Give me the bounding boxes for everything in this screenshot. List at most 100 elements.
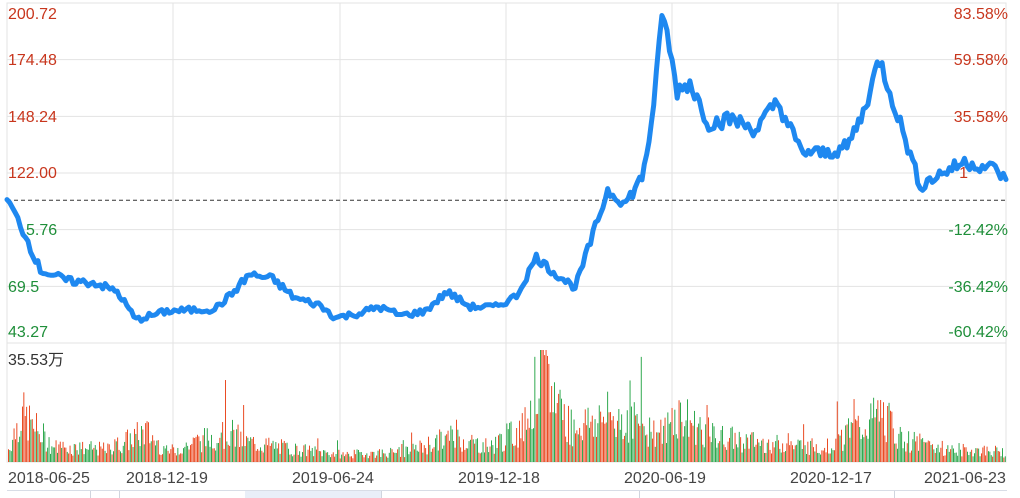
volume-bar	[213, 448, 215, 462]
volume-bar	[239, 447, 240, 462]
volume-bar	[359, 452, 361, 462]
volume-bar	[348, 453, 350, 462]
volume-bar	[937, 444, 939, 462]
volume-bar	[577, 434, 579, 462]
price-line[interactable]	[4, 13, 1009, 324]
volume-bar	[555, 413, 557, 462]
volume-bar	[377, 450, 379, 462]
volume-bar	[97, 455, 99, 462]
volume-bar	[321, 456, 323, 462]
percent-tick-label: 35.58%	[953, 109, 1008, 126]
navigator-window[interactable]	[245, 491, 381, 498]
volume-bar	[15, 439, 16, 462]
volume-bar	[169, 453, 170, 462]
volume-bar	[695, 444, 697, 462]
volume-bar	[230, 431, 232, 462]
volume-bar	[509, 422, 511, 462]
volume-bar	[306, 456, 308, 462]
volume-bar	[360, 452, 362, 462]
percent-tick-label: 1	[959, 165, 968, 182]
volume-bar	[331, 454, 333, 462]
volume-bar	[575, 433, 576, 462]
volume-bar	[380, 456, 382, 462]
volume-bar	[449, 440, 450, 462]
volume-bar	[37, 431, 39, 462]
volume-bar	[850, 422, 852, 462]
volume-bar	[943, 455, 945, 462]
volume-bar	[681, 421, 683, 462]
volume-bar	[472, 439, 474, 462]
navigator-handle[interactable]	[90, 491, 91, 498]
volume-bar	[229, 445, 231, 462]
volume-bar	[654, 446, 656, 462]
volume-bar	[426, 454, 428, 462]
volume-bar	[612, 416, 614, 462]
volume-bar	[776, 434, 778, 462]
volume-bar	[572, 446, 574, 462]
volume-bar	[388, 452, 390, 462]
volume-bar	[843, 444, 845, 462]
volume-bar	[401, 443, 403, 462]
volume-bar	[794, 445, 796, 462]
volume-bar	[752, 432, 754, 462]
volume-bar	[713, 426, 715, 462]
volume-bar	[170, 449, 172, 462]
volume-bar	[51, 446, 53, 462]
volume-bar	[358, 449, 359, 462]
volume-bar	[771, 453, 772, 462]
volume-bar	[888, 402, 890, 462]
volume-bar	[352, 458, 354, 462]
volume-bar	[258, 450, 260, 462]
volume-bar	[334, 456, 336, 462]
volume-bar	[633, 402, 635, 462]
volume-bar	[443, 445, 445, 462]
volume-bar	[272, 440, 274, 462]
volume-bar	[667, 412, 669, 462]
volume-bar	[100, 446, 102, 462]
volume-bar	[967, 451, 968, 462]
volume-bar	[107, 443, 109, 462]
volume-bar	[450, 425, 452, 462]
range-navigator[interactable]	[7, 490, 1007, 498]
volume-bar	[897, 448, 898, 462]
volume-bar	[829, 453, 831, 462]
volume-bar	[706, 405, 708, 462]
volume-bar	[978, 448, 980, 462]
volume-bar	[864, 429, 866, 462]
volume-bar	[691, 422, 693, 462]
volume-bar	[562, 420, 564, 462]
volume-bar	[983, 445, 985, 462]
volume-bar	[108, 444, 110, 462]
volume-bar	[778, 440, 779, 462]
volume-bar	[23, 392, 25, 462]
volume-bar	[535, 414, 537, 462]
volume-bar	[939, 452, 940, 462]
volume-bar	[162, 454, 163, 462]
volume-bar	[652, 438, 653, 462]
volume-bar	[859, 427, 861, 462]
volume-bar	[923, 441, 925, 462]
volume-bar	[124, 441, 126, 462]
volume-bar	[537, 413, 539, 462]
volume-bar	[103, 442, 105, 462]
volume-bar	[827, 438, 828, 462]
volume-bar	[296, 445, 298, 462]
volume-bar	[87, 449, 89, 462]
volume-bar	[446, 434, 448, 462]
volume-bar	[619, 429, 621, 462]
volume-bar	[726, 449, 728, 462]
volume-bar	[920, 439, 922, 462]
volume-bar	[26, 406, 28, 462]
navigator-handle[interactable]	[119, 491, 120, 498]
volume-bar	[584, 409, 586, 462]
volume-bar	[734, 432, 736, 462]
volume-bar	[327, 452, 329, 462]
volume-bar	[642, 423, 644, 462]
volume-bar	[521, 413, 523, 462]
volume-bar	[894, 443, 896, 462]
volume-bar	[232, 419, 233, 462]
volume-bar	[523, 441, 525, 462]
volume-bar	[701, 429, 702, 462]
